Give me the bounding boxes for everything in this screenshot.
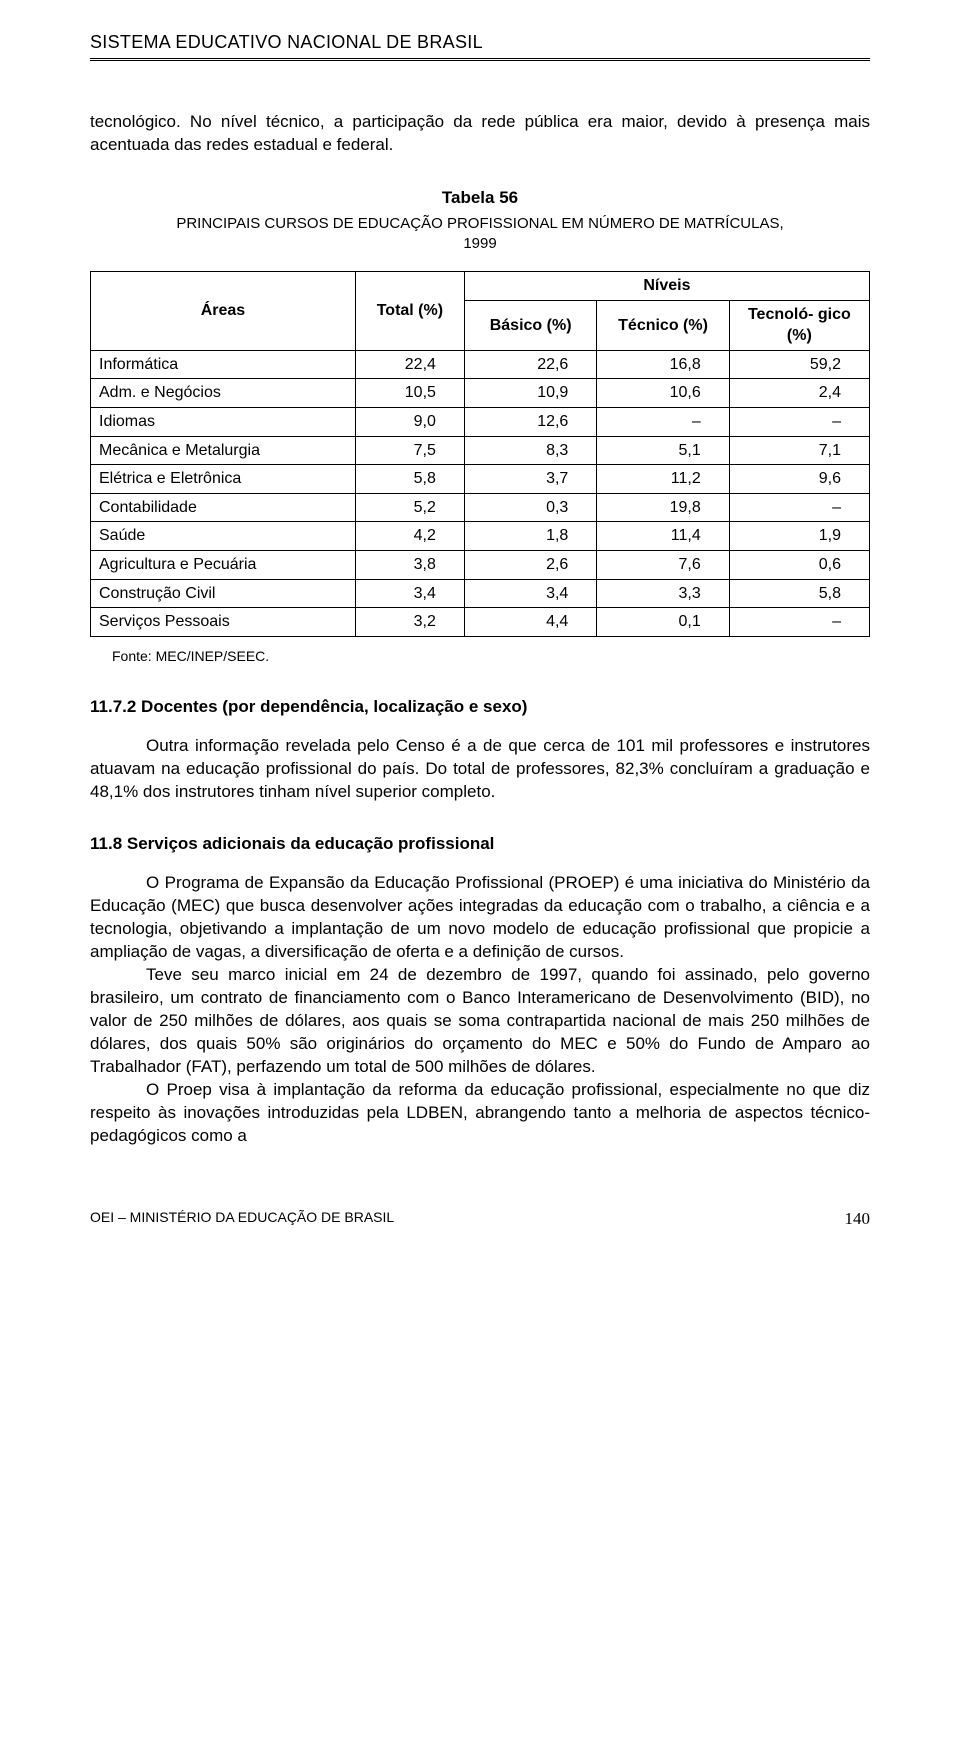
cell-area: Adm. e Negócios bbox=[91, 379, 356, 408]
table-subtitle: PRINCIPAIS CURSOS DE EDUCAÇÃO PROFISSION… bbox=[90, 214, 870, 253]
table-row: Saúde4,21,811,41,9 bbox=[91, 522, 870, 551]
cell-area: Construção Civil bbox=[91, 579, 356, 608]
cell-value: – bbox=[729, 608, 869, 637]
data-table: Áreas Total (%) Níveis Básico (%) Técnic… bbox=[90, 271, 870, 637]
cell-value: – bbox=[597, 408, 729, 437]
cell-value: 1,8 bbox=[464, 522, 596, 551]
col-areas: Áreas bbox=[201, 302, 245, 319]
col-niveis: Níveis bbox=[643, 277, 690, 294]
para-11-7-2: Outra informação revelada pelo Censo é a… bbox=[90, 735, 870, 804]
cell-value: 22,6 bbox=[464, 350, 596, 379]
cell-value: 3,4 bbox=[464, 579, 596, 608]
para-11-8-2: Teve seu marco inicial em 24 de dezembro… bbox=[90, 964, 870, 1079]
cell-value: 7,6 bbox=[597, 551, 729, 580]
table-subtitle-line2: 1999 bbox=[463, 235, 496, 252]
cell-value: 4,4 bbox=[464, 608, 596, 637]
heading-11-7-2: 11.7.2 Docentes (por dependência, locali… bbox=[90, 696, 870, 719]
table-row: Agricultura e Pecuária3,82,67,60,6 bbox=[91, 551, 870, 580]
table-source: Fonte: MEC/INEP/SEEC. bbox=[112, 647, 870, 666]
cell-area: Elétrica e Eletrônica bbox=[91, 465, 356, 494]
cell-value: 11,2 bbox=[597, 465, 729, 494]
cell-value: 4,2 bbox=[355, 522, 464, 551]
cell-value: 59,2 bbox=[729, 350, 869, 379]
cell-value: – bbox=[729, 493, 869, 522]
cell-value: 3,7 bbox=[464, 465, 596, 494]
cell-value: 22,4 bbox=[355, 350, 464, 379]
cell-value: 3,4 bbox=[355, 579, 464, 608]
cell-value: 7,5 bbox=[355, 436, 464, 465]
cell-area: Agricultura e Pecuária bbox=[91, 551, 356, 580]
footer-left: OEI – MINISTÉRIO DA EDUCAÇÃO DE BRASIL bbox=[90, 1208, 394, 1231]
cell-value: 16,8 bbox=[597, 350, 729, 379]
table-row: Adm. e Negócios10,510,910,62,4 bbox=[91, 379, 870, 408]
col-basico: Básico (%) bbox=[490, 317, 572, 334]
cell-value: 7,1 bbox=[729, 436, 869, 465]
cell-area: Contabilidade bbox=[91, 493, 356, 522]
cell-value: 9,6 bbox=[729, 465, 869, 494]
col-tecnologico: Tecnoló- gico (%) bbox=[748, 306, 851, 345]
table-row: Construção Civil3,43,43,35,8 bbox=[91, 579, 870, 608]
para-11-8-1: O Programa de Expansão da Educação Profi… bbox=[90, 872, 870, 964]
table-row: Serviços Pessoais3,24,40,1– bbox=[91, 608, 870, 637]
cell-value: 0,3 bbox=[464, 493, 596, 522]
cell-area: Informática bbox=[91, 350, 356, 379]
table-row: Idiomas9,012,6–– bbox=[91, 408, 870, 437]
cell-value: 19,8 bbox=[597, 493, 729, 522]
cell-value: 8,3 bbox=[464, 436, 596, 465]
cell-value: 5,8 bbox=[355, 465, 464, 494]
cell-value: 12,6 bbox=[464, 408, 596, 437]
para-11-8-3: O Proep visa à implantação da reforma da… bbox=[90, 1079, 870, 1148]
cell-value: 5,2 bbox=[355, 493, 464, 522]
cell-value: 5,1 bbox=[597, 436, 729, 465]
cell-value: 10,9 bbox=[464, 379, 596, 408]
table-title: Tabela 56 bbox=[90, 187, 870, 210]
cell-area: Mecânica e Metalurgia bbox=[91, 436, 356, 465]
cell-value: 11,4 bbox=[597, 522, 729, 551]
cell-value: 0,1 bbox=[597, 608, 729, 637]
table-row: Mecânica e Metalurgia7,58,35,17,1 bbox=[91, 436, 870, 465]
table-row: Elétrica e Eletrônica5,83,711,29,6 bbox=[91, 465, 870, 494]
cell-value: 10,6 bbox=[597, 379, 729, 408]
table-row: Contabilidade5,20,319,8– bbox=[91, 493, 870, 522]
cell-value: 10,5 bbox=[355, 379, 464, 408]
table-row: Informática22,422,616,859,2 bbox=[91, 350, 870, 379]
cell-area: Serviços Pessoais bbox=[91, 608, 356, 637]
cell-value: 2,4 bbox=[729, 379, 869, 408]
cell-value: 0,6 bbox=[729, 551, 869, 580]
col-tecnico: Técnico (%) bbox=[618, 317, 708, 334]
col-total: Total (%) bbox=[377, 302, 443, 319]
cell-value: 9,0 bbox=[355, 408, 464, 437]
heading-11-8: 11.8 Serviços adicionais da educação pro… bbox=[90, 833, 870, 856]
intro-paragraph: tecnológico. No nível técnico, a partici… bbox=[90, 111, 870, 157]
cell-value: 2,6 bbox=[464, 551, 596, 580]
cell-value: 5,8 bbox=[729, 579, 869, 608]
cell-area: Idiomas bbox=[91, 408, 356, 437]
cell-value: – bbox=[729, 408, 869, 437]
cell-value: 3,2 bbox=[355, 608, 464, 637]
footer-page-number: 140 bbox=[845, 1208, 871, 1231]
cell-value: 3,3 bbox=[597, 579, 729, 608]
cell-value: 3,8 bbox=[355, 551, 464, 580]
cell-value: 1,9 bbox=[729, 522, 869, 551]
page-footer: OEI – MINISTÉRIO DA EDUCAÇÃO DE BRASIL 1… bbox=[90, 1208, 870, 1231]
table-subtitle-line1: PRINCIPAIS CURSOS DE EDUCAÇÃO PROFISSION… bbox=[176, 215, 783, 232]
cell-area: Saúde bbox=[91, 522, 356, 551]
page-header-title: SISTEMA EDUCATIVO NACIONAL DE BRASIL bbox=[90, 30, 870, 61]
